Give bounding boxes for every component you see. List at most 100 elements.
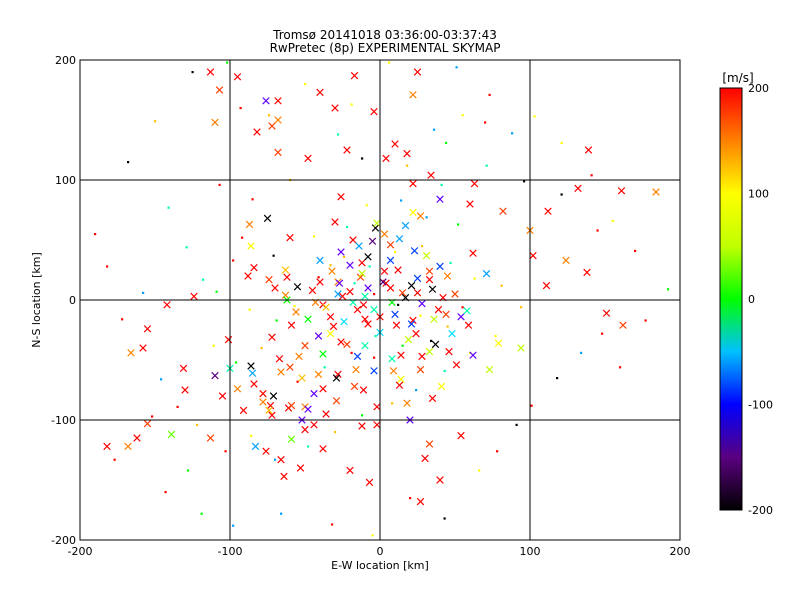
data-point [167,206,170,209]
data-point [335,279,344,287]
data-point [127,161,130,164]
data-point [331,104,339,112]
data-point [488,93,491,96]
data-point [304,315,312,323]
data-point [133,434,141,442]
data-point [226,61,229,64]
data-point [370,107,378,116]
data-point [200,512,203,515]
x-tick-label: 100 [520,545,541,558]
data-point [127,349,135,357]
data-point [425,440,434,448]
data-point [94,233,97,236]
data-point [430,315,438,323]
data-point [206,68,215,76]
data-point [431,340,440,349]
data-point [466,200,474,208]
data-point [353,352,362,361]
data-point [391,402,394,405]
data-point [224,450,227,453]
data-point [416,365,425,374]
data-point [652,188,660,196]
data-point [350,382,359,391]
data-point [337,133,340,136]
data-point [251,442,260,451]
data-point [379,278,387,286]
data-point [337,248,345,256]
data-point [500,284,503,287]
data-point [523,180,526,183]
data-point [274,116,282,124]
data-point [317,276,320,279]
data-point [274,458,277,461]
data-point [464,321,473,329]
data-point [349,236,357,244]
data-point [332,397,341,405]
data-point [350,71,359,80]
data-point [401,221,410,230]
data-point [332,374,341,382]
data-point [448,329,456,338]
data-point [272,254,275,257]
data-point [418,299,426,308]
chart-subtitle: RwPretec (8p) EXPERIMENTAL SKYMAP [270,41,501,55]
data-point [329,264,332,267]
data-point [386,256,395,265]
data-point [469,351,477,359]
data-point [368,237,377,245]
data-point [418,352,426,361]
data-point [433,128,436,131]
data-point [529,251,537,260]
data-point [457,313,465,321]
data-point [407,281,416,290]
data-point [154,120,157,123]
data-point [163,301,171,309]
colorbar-tick-label: 0 [748,293,755,306]
data-point [319,445,327,453]
data-point [143,325,152,333]
data-point [590,174,593,177]
data-point [350,351,353,354]
data-point [359,386,368,394]
data-point [473,277,476,280]
data-point [232,259,235,262]
data-point [268,114,271,117]
data-point [370,367,378,375]
data-point [224,335,233,344]
data-point [296,464,305,472]
data-point [427,171,435,179]
data-point [334,431,337,434]
data-point [560,193,563,196]
data-point [263,214,272,223]
data-point [211,371,219,380]
data-point [316,256,324,265]
data-point [484,121,487,124]
data-point [313,235,316,238]
data-point [403,399,411,407]
data-point [361,414,364,417]
data-point [391,140,399,148]
data-point [314,332,323,340]
chart-title: Tromsø 20141018 03:36:00-03:37:43 [272,28,497,42]
data-point [434,305,443,314]
data-point [259,389,267,398]
data-point [283,273,291,281]
data-point [346,287,354,296]
data-point [310,389,318,398]
data-point [142,291,145,294]
data-point [407,320,416,328]
data-point [412,329,420,338]
data-point [397,375,405,383]
data-point [277,455,285,464]
data-point [437,382,446,391]
data-point [343,146,351,154]
data-point [286,233,294,242]
data-point [235,361,238,364]
data-point [191,71,194,74]
data-point [413,274,422,283]
data-point [304,154,312,163]
data-point [301,341,309,350]
colorbar-ticks: 200 100 0 -100 -200 [748,82,773,517]
data-point [247,362,255,370]
data-point [190,292,198,301]
